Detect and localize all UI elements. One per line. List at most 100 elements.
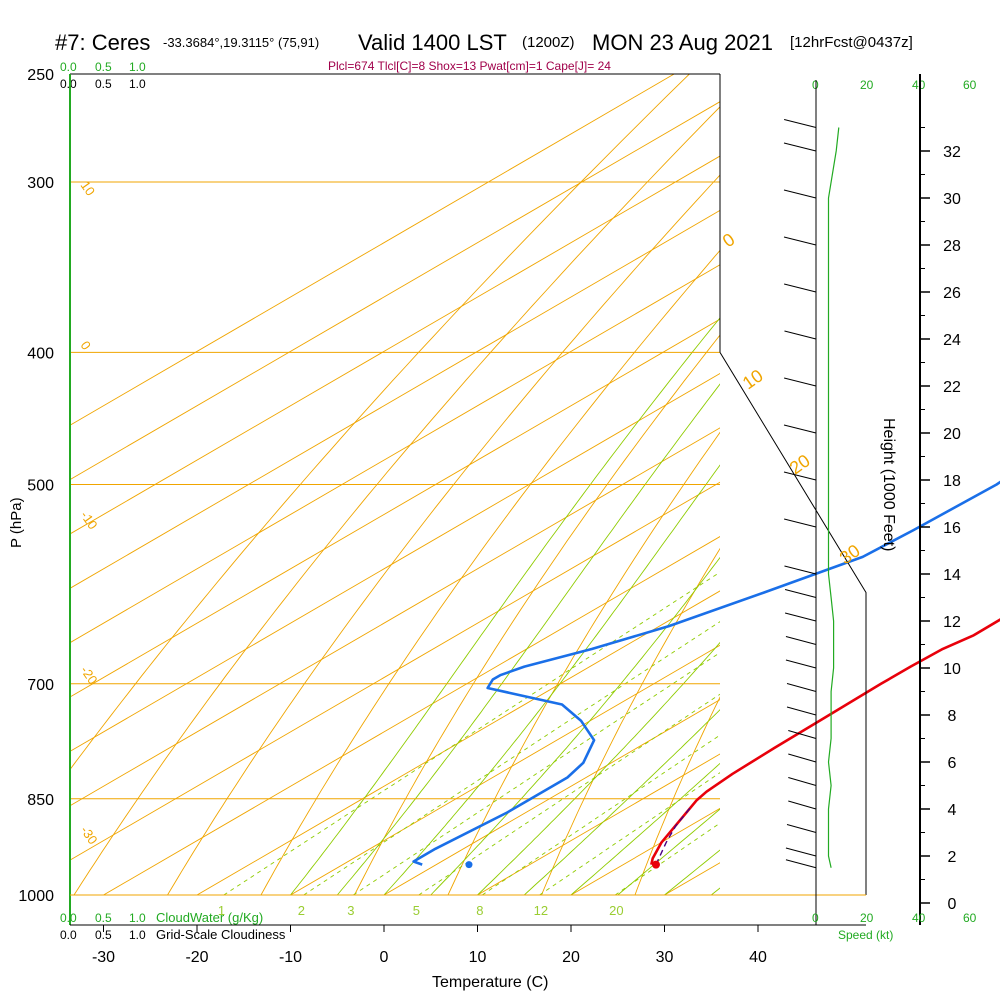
dry-adiabat-lines <box>70 74 720 895</box>
forecast-info: [12hrFcst@0437z] <box>790 34 913 51</box>
cw-tick-top: 0.0 <box>60 60 77 74</box>
height-tick-label: 28 <box>943 238 961 255</box>
moist-adiabat-line <box>430 556 720 895</box>
isotherm-label: -30 <box>78 823 101 847</box>
dry-adiabat-line <box>447 431 720 895</box>
mixing-ratio-label: 12 <box>534 903 548 918</box>
temperature-tick-label: -10 <box>279 949 302 966</box>
height-tick-label: 0 <box>948 896 957 913</box>
wind-barb <box>784 119 817 128</box>
height-tick-label: 14 <box>943 567 961 584</box>
isotherm-line <box>196 590 720 895</box>
sounding-series <box>412 480 1000 869</box>
mixing-ratio-line <box>353 652 720 895</box>
dry-adiabat-line <box>167 174 720 895</box>
height-tick-label: 8 <box>948 708 957 725</box>
isotherm-line <box>70 74 675 426</box>
isotherm-line <box>758 74 1000 895</box>
cw-tick-bottom: 0.5 <box>95 911 112 925</box>
temperature-tick-label: 10 <box>469 949 487 966</box>
cl-tick-bottom: 1.0 <box>129 928 146 942</box>
mixing-ratio-label: 5 <box>413 903 420 918</box>
dry-adiabat-label: 0 <box>719 229 739 251</box>
mixing-ratio-line <box>418 693 720 895</box>
height-tick-label: 18 <box>943 473 961 490</box>
series-dewpoint-line <box>412 480 1000 866</box>
height-tick-label: 6 <box>948 755 957 772</box>
wind-speed-line <box>827 127 840 868</box>
speed-tick-top: 20 <box>860 78 874 92</box>
cloudwater-scale-bottom: 0.0 0.5 1.0 0.0 0.5 1.0 <box>60 911 146 942</box>
speed-tick-top: 40 <box>912 78 926 92</box>
mixing-ratio-label: 8 <box>476 903 483 918</box>
height-tick-label: 10 <box>943 661 961 678</box>
pressure-tick-label: 300 <box>27 175 54 192</box>
wind-barb <box>788 800 817 810</box>
mixing-ratio-label: 20 <box>609 903 623 918</box>
cw-tick-bottom: 0.0 <box>60 911 77 925</box>
moist-adiabat-line <box>570 762 720 895</box>
valid-time: Valid 1400 LST <box>358 30 507 55</box>
cl-tick-top: 1.0 <box>129 77 146 91</box>
x-axis-label: Temperature (C) <box>432 974 548 991</box>
speed-tick-bottom: 20 <box>860 911 874 925</box>
series-parcel-line <box>655 805 693 865</box>
height-tick-label: 2 <box>948 849 957 866</box>
moist-adiabat-line <box>758 74 1000 895</box>
dry-adiabat-line <box>70 74 690 771</box>
speed-tick-top: 60 <box>963 78 977 92</box>
plot-axes <box>69 73 867 926</box>
wind-barb <box>783 142 817 152</box>
surface-temperature-marker <box>651 860 660 869</box>
moist-adiabat-line <box>290 317 720 895</box>
dry-adiabat-line <box>73 106 720 895</box>
wind-barb <box>783 471 817 481</box>
isotherm-line <box>477 753 720 895</box>
pressure-tick-label: 500 <box>27 478 54 495</box>
plot-right-diagonal-border <box>719 352 867 895</box>
cloudwater-scale-top: 0.0 0.5 1.0 0.0 0.5 1.0 <box>60 60 146 91</box>
cw-tick-top: 0.5 <box>95 60 112 74</box>
dry-adiabat-line <box>541 547 720 895</box>
isotherm-label: 10 <box>78 178 99 198</box>
temperature-tick-label: 40 <box>749 949 767 966</box>
speed-scale-top: 0 20 40 60 <box>812 78 977 92</box>
speed-tick-bottom: 60 <box>963 911 977 925</box>
cl-tick-bottom: 0.0 <box>60 928 77 942</box>
cl-tick-top: 0.0 <box>60 77 77 91</box>
height-tick-label: 12 <box>943 614 961 631</box>
wind-barb <box>784 612 817 622</box>
wind-barb <box>784 518 817 528</box>
utc-time: (1200Z) <box>522 34 575 51</box>
wind-barb <box>788 777 817 786</box>
wind-barb <box>784 283 817 293</box>
pressure-tick-label: 700 <box>27 677 54 694</box>
height-tick-label: 16 <box>943 520 961 537</box>
isotherm-line <box>383 699 720 895</box>
dry-adiabat-label: 10 <box>739 365 767 393</box>
wind-barb <box>784 377 817 387</box>
isotherm-line <box>103 536 720 895</box>
dry-adiabat-line <box>260 249 720 895</box>
cw-tick-bottom: 1.0 <box>129 911 146 925</box>
pressure-tick-label: 1000 <box>18 888 54 905</box>
mixing-ratio-label: 2 <box>298 903 305 918</box>
isobar-lines <box>70 73 720 896</box>
wind-barb <box>783 189 817 199</box>
cl-tick-top: 0.5 <box>95 77 112 91</box>
wind-barb <box>784 589 817 598</box>
pressure-tick-label: 250 <box>27 67 54 84</box>
cloudwater-axis-label: CloudWater (g/Kg) <box>156 910 263 925</box>
wind-barb <box>785 847 817 857</box>
height-tick-label: 26 <box>943 285 961 302</box>
station-coords: -33.3684°,19.3115° (75,91) <box>163 35 319 50</box>
moist-adiabat-line <box>617 808 720 895</box>
mixing-ratio-label: 1 <box>218 903 225 918</box>
height-tick-label: 20 <box>943 426 961 443</box>
temperature-tick-label: 20 <box>562 949 580 966</box>
isotherm-line <box>852 74 1000 895</box>
wind-profile <box>783 80 840 925</box>
